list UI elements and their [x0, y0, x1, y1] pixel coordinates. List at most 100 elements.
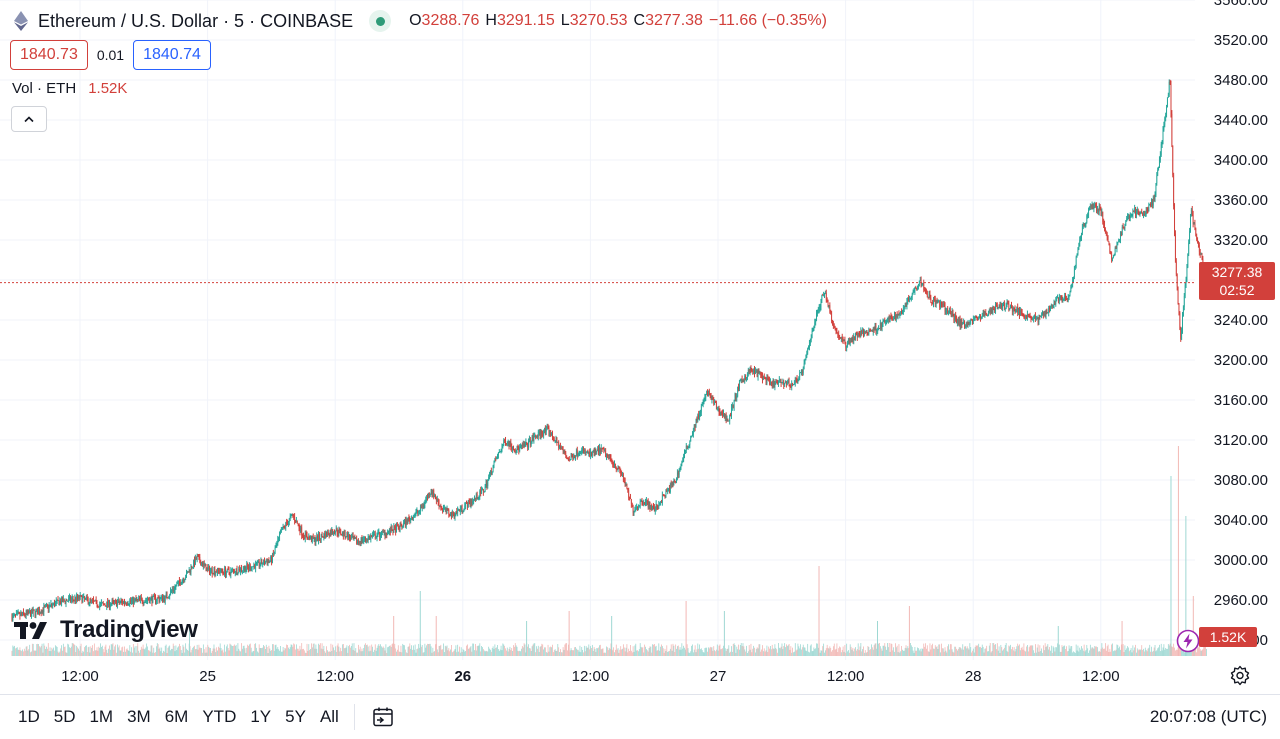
candle-body — [293, 515, 295, 517]
candle-body — [980, 316, 982, 318]
candle-body — [664, 495, 666, 498]
candle-body — [692, 434, 693, 436]
candle-body — [81, 595, 83, 603]
candle-body — [194, 560, 195, 565]
go-to-date-button[interactable] — [369, 703, 397, 731]
candle-body — [747, 374, 748, 378]
tradingview-logo[interactable]: TradingView — [14, 616, 198, 644]
candle-body — [295, 520, 297, 523]
candle-body — [918, 286, 919, 288]
candle-body — [453, 514, 455, 517]
candle-body — [744, 375, 746, 382]
candle-body — [895, 314, 897, 320]
candle-body — [1177, 286, 1179, 304]
candle-body — [846, 345, 848, 348]
candle-body — [818, 307, 820, 310]
candle-body — [1120, 233, 1122, 236]
candle-body — [155, 596, 156, 602]
candle-body — [824, 293, 826, 294]
candle-body — [1149, 204, 1151, 205]
candle-body — [1135, 208, 1136, 215]
range-button-1m[interactable]: 1M — [89, 707, 114, 726]
candle-body — [1127, 216, 1128, 219]
candle-body — [631, 503, 633, 506]
candle-body — [254, 565, 256, 569]
candle-body — [52, 604, 54, 606]
gear-icon[interactable] — [1229, 664, 1251, 686]
candle-body — [63, 598, 65, 601]
candle-body — [328, 535, 330, 537]
candle-body — [1024, 316, 1026, 318]
candle-body — [727, 418, 729, 421]
candle-body — [1164, 117, 1166, 125]
candle-body — [70, 596, 71, 601]
candle-body — [1190, 209, 1192, 217]
candle-body — [931, 302, 933, 304]
candle-body — [1168, 81, 1170, 96]
range-button-5d[interactable]: 5D — [53, 707, 76, 726]
candle-body — [433, 490, 435, 498]
buy-price-button[interactable]: 1840.74 — [133, 40, 211, 70]
candle-body — [460, 505, 462, 510]
candle-body — [1197, 239, 1198, 242]
candle-body — [104, 604, 106, 606]
high-key: H — [485, 12, 497, 29]
candle-body — [579, 453, 581, 455]
candle-body — [1018, 308, 1019, 313]
range-button-all[interactable]: All — [319, 707, 339, 726]
range-button-1d[interactable]: 1D — [18, 707, 40, 726]
candle-body — [485, 482, 487, 487]
range-button-ytd[interactable]: YTD — [202, 707, 237, 726]
candle-body — [673, 479, 675, 485]
candle-body — [812, 330, 814, 332]
volume-label[interactable]: Vol · ETH — [12, 80, 77, 97]
candle-body — [686, 446, 688, 448]
candle-body — [865, 331, 867, 334]
range-button-5y[interactable]: 5Y — [285, 707, 306, 726]
candle-body — [97, 605, 99, 607]
candle-body — [835, 329, 837, 332]
range-button-1y[interactable]: 1Y — [250, 707, 272, 726]
symbol-title[interactable]: Ethereum / U.S. Dollar · 5 · COINBASE — [38, 10, 354, 31]
candle-body — [381, 531, 382, 537]
range-button-6m[interactable]: 6M — [164, 707, 189, 726]
candle-body — [646, 500, 647, 503]
candle-body — [1002, 303, 1004, 308]
candle-body — [472, 501, 474, 504]
candle-body — [1130, 215, 1132, 217]
candle-body — [1100, 209, 1102, 214]
time-tick-label: 12:00 — [827, 668, 865, 685]
candle-body — [1043, 311, 1045, 316]
lightning-icon[interactable] — [1175, 628, 1201, 654]
candle-body — [191, 566, 193, 569]
candle-body — [497, 454, 498, 459]
candle-body — [1167, 95, 1169, 98]
range-button-3m[interactable]: 3M — [127, 707, 151, 726]
candle-body — [607, 454, 609, 457]
candle-body — [398, 527, 400, 531]
candle-body — [1058, 297, 1060, 302]
candle-body — [513, 450, 515, 452]
price-chart[interactable]: 2920.002960.003000.003040.003080.003120.… — [0, 0, 1280, 694]
candle-body — [990, 310, 992, 312]
utc-clock[interactable]: 20:07:08 (UTC) — [1149, 707, 1267, 726]
candle-body — [1042, 313, 1043, 316]
candle-body — [413, 516, 415, 518]
candle-body — [1062, 298, 1064, 301]
candle-body — [801, 369, 802, 373]
candle-body — [1171, 113, 1173, 146]
candle-body — [616, 468, 618, 470]
sell-price-button[interactable]: 1840.73 — [10, 40, 88, 70]
candle-body — [801, 369, 803, 374]
candle-body — [326, 532, 327, 536]
candle-body — [681, 461, 683, 464]
candle-body — [411, 517, 412, 519]
collapse-legend-button[interactable] — [11, 106, 47, 132]
candle-body — [729, 414, 731, 421]
candle-body — [324, 533, 326, 539]
candle-body — [350, 537, 351, 540]
candle-body — [1027, 314, 1029, 316]
candle-body — [658, 504, 660, 508]
candle-body — [1067, 297, 1069, 302]
candle-body — [11, 617, 13, 621]
